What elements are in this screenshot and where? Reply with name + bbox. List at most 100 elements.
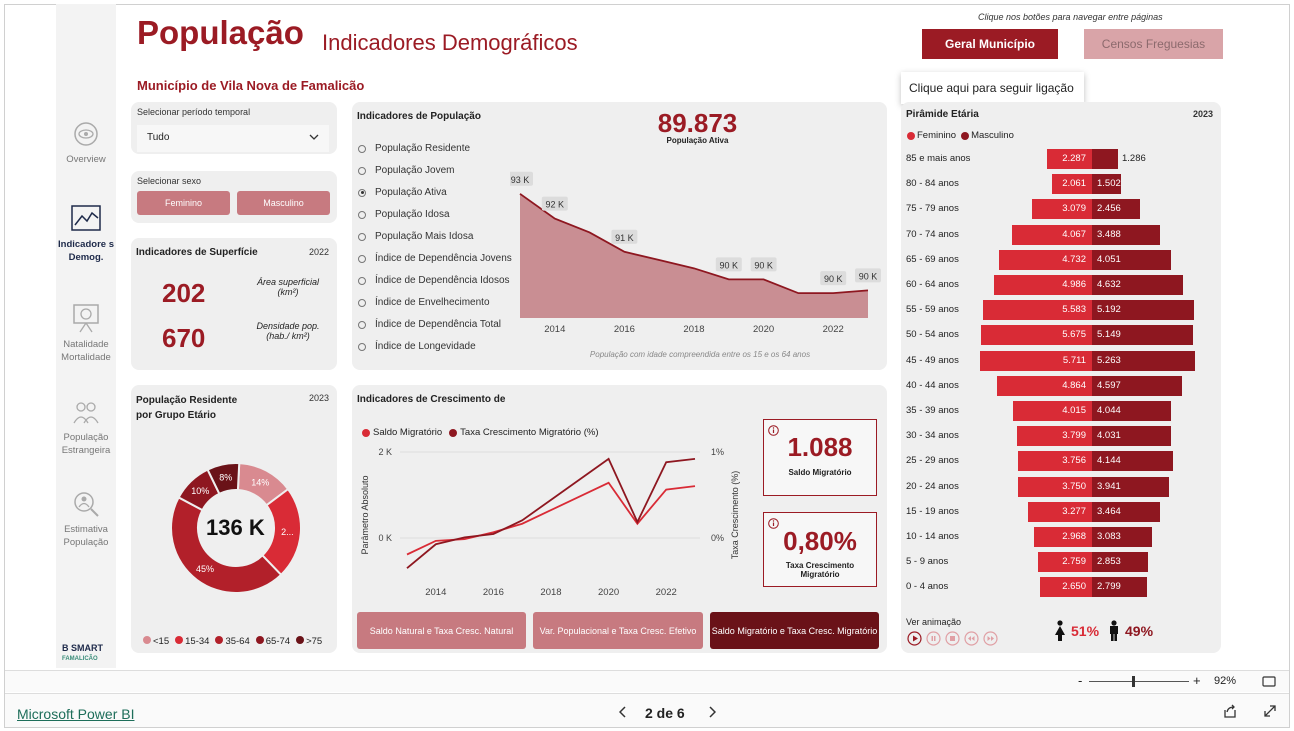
population-area-chart: 93 K 92 K 91 K 90 K 90 K 90 K 90 K 2014 2016 2018… bbox=[510, 171, 881, 335]
line-chart-icon bbox=[71, 205, 101, 231]
legend-item: >75 bbox=[296, 636, 322, 647]
zoom-slider-thumb[interactable] bbox=[1132, 676, 1135, 687]
info-icon[interactable] bbox=[768, 425, 779, 436]
geral-municipio-button[interactable]: Geral Município bbox=[922, 29, 1058, 59]
indicator-option[interactable]: População Mais Idosa bbox=[358, 231, 473, 242]
fit-page-icon[interactable] bbox=[1262, 676, 1276, 687]
indicator-option-label: Índice de Dependência Idosos bbox=[375, 275, 510, 286]
age-group-card: População Residente por Grupo Etário 2023 bbox=[131, 385, 337, 653]
radio-button[interactable] bbox=[358, 320, 366, 329]
radio-button[interactable] bbox=[358, 210, 366, 219]
footer-bar: Microsoft Power BI 2 de 6 bbox=[5, 693, 1289, 727]
nav-indicadores[interactable]: Indicadore s Demog. bbox=[56, 204, 116, 264]
data-label: 92 K bbox=[546, 200, 565, 210]
female-bar: 4.067 bbox=[1012, 224, 1092, 245]
var-populacional-button[interactable]: Var. Populacional e Taxa Cresc. Efetivo bbox=[533, 612, 703, 649]
chevron-left-icon[interactable] bbox=[619, 706, 627, 718]
male-bar: 5.149 bbox=[1092, 325, 1193, 346]
pyramid-title: Pirâmide Etária bbox=[906, 109, 979, 120]
radio-button[interactable] bbox=[358, 144, 366, 153]
sex-label: Selecionar sexo bbox=[137, 176, 202, 186]
age-group-label: 85 e mais anos bbox=[906, 153, 971, 164]
nav-estimativa[interactable]: Estimativa População bbox=[56, 489, 116, 549]
page-indicator: 2 de 6 bbox=[645, 705, 685, 721]
indicator-option[interactable]: Índice de Longevidade bbox=[358, 341, 476, 352]
info-icon[interactable] bbox=[768, 518, 779, 529]
radio-button[interactable] bbox=[358, 188, 366, 197]
radio-button[interactable] bbox=[358, 342, 366, 351]
data-label-bg bbox=[611, 229, 638, 244]
density-label: Densidade pop. (hab./ km²) bbox=[256, 321, 320, 341]
population-kpi-label: População Ativa bbox=[666, 136, 729, 145]
female-percentage: 51% bbox=[1071, 623, 1100, 639]
period-dropdown[interactable]: Tudo bbox=[137, 125, 329, 152]
next-icon[interactable] bbox=[983, 631, 998, 646]
age-group-label: 10 - 14 anos bbox=[906, 531, 959, 542]
age-group-label: 50 - 54 anos bbox=[906, 329, 959, 341]
taxa-kpi-value: 0,80% bbox=[783, 526, 857, 556]
male-bar: 3.941 bbox=[1092, 476, 1170, 497]
female-bar: 5.583 bbox=[982, 300, 1092, 321]
data-label-bg bbox=[510, 171, 533, 186]
nav-estrangeira[interactable]: População Estrangeira bbox=[56, 399, 116, 457]
indicator-option[interactable]: Índice de Envelhecimento bbox=[358, 297, 490, 308]
indicator-option[interactable]: Índice de Dependência Total bbox=[358, 319, 501, 330]
series-line bbox=[406, 457, 696, 569]
age-group-label: 30 - 34 anos bbox=[906, 430, 959, 442]
age-group-label: 55 - 59 anos bbox=[906, 304, 959, 316]
indicator-option[interactable]: Índice de Dependência Jovens bbox=[358, 253, 512, 264]
zoom-in-button[interactable]: + bbox=[1193, 673, 1201, 688]
indicator-option-label: Índice de Dependência Jovens bbox=[375, 253, 512, 264]
indicator-option-label: População Ativa bbox=[375, 187, 447, 198]
donut-slice bbox=[206, 462, 241, 496]
radio-button[interactable] bbox=[358, 298, 366, 307]
data-label: 90 K bbox=[754, 260, 773, 270]
play-icon[interactable] bbox=[907, 631, 922, 646]
chevron-right-icon[interactable] bbox=[708, 706, 716, 718]
age-group-label: 65 - 69 anos bbox=[906, 253, 959, 265]
indicator-option[interactable]: População Idosa bbox=[358, 209, 450, 220]
legend-item: <15 bbox=[143, 636, 169, 647]
radio-button[interactable] bbox=[358, 254, 366, 263]
nav-natalidade[interactable]: Natalidade Mortalidade bbox=[56, 302, 116, 364]
indicator-option[interactable]: Índice de Dependência Idosos bbox=[358, 275, 510, 286]
municipality-label: Município de Vila Nova de Famalicão bbox=[137, 78, 365, 93]
x-tick-label: 2022 bbox=[823, 324, 844, 335]
indicator-option-label: População Idosa bbox=[375, 209, 450, 220]
previous-icon[interactable] bbox=[964, 631, 979, 646]
data-label: 93 K bbox=[511, 175, 530, 185]
censos-freguesias-button[interactable]: Censos Freguesias bbox=[1084, 29, 1223, 59]
indicator-option[interactable]: População Ativa bbox=[358, 187, 447, 198]
power-bi-link[interactable]: Microsoft Power BI bbox=[17, 706, 135, 722]
indicator-option-label: População Residente bbox=[375, 143, 471, 154]
fullscreen-icon[interactable] bbox=[1263, 704, 1277, 718]
pause-icon[interactable] bbox=[926, 631, 941, 646]
indicator-option[interactable]: População Residente bbox=[358, 143, 470, 154]
stop-icon[interactable] bbox=[945, 631, 960, 646]
donut-slice bbox=[170, 496, 283, 594]
male-bar: 4.597 bbox=[1092, 375, 1183, 396]
donut-legend: <15 15-34 35-64 65-74 >75 bbox=[143, 636, 322, 647]
saldo-migratorio-button[interactable]: Saldo Migratório e Taxa Cresc. Migratóri… bbox=[710, 612, 879, 649]
zoom-bar: - + 92% bbox=[5, 670, 1289, 692]
female-bar: 4.986 bbox=[994, 275, 1092, 295]
sex-female-button[interactable]: Feminino bbox=[137, 191, 230, 215]
indicator-option[interactable]: População Jovem bbox=[358, 165, 455, 176]
saldo-natural-button[interactable]: Saldo Natural e Taxa Cresc. Natural bbox=[357, 612, 526, 649]
nav-overview[interactable]: Overview bbox=[56, 119, 116, 166]
sex-male-button[interactable]: Masculino bbox=[237, 191, 330, 215]
radio-button[interactable] bbox=[358, 232, 366, 241]
age-group-label: 15 - 19 anos bbox=[906, 505, 959, 517]
data-label-bg bbox=[715, 257, 742, 272]
share-icon[interactable] bbox=[1223, 704, 1237, 718]
nav-label: Overview bbox=[66, 154, 106, 165]
zoom-out-button[interactable]: - bbox=[1078, 673, 1083, 688]
radio-button[interactable] bbox=[358, 276, 366, 285]
pyramid-year: 2023 bbox=[1192, 109, 1213, 119]
data-label-bg bbox=[750, 257, 777, 272]
data-label: 90 K bbox=[859, 271, 878, 281]
radio-button[interactable] bbox=[358, 166, 366, 175]
nav-label: Natalidade Mortalidade bbox=[61, 339, 111, 363]
magnify-people-icon bbox=[74, 492, 99, 517]
zoom-slider[interactable] bbox=[1089, 681, 1189, 682]
